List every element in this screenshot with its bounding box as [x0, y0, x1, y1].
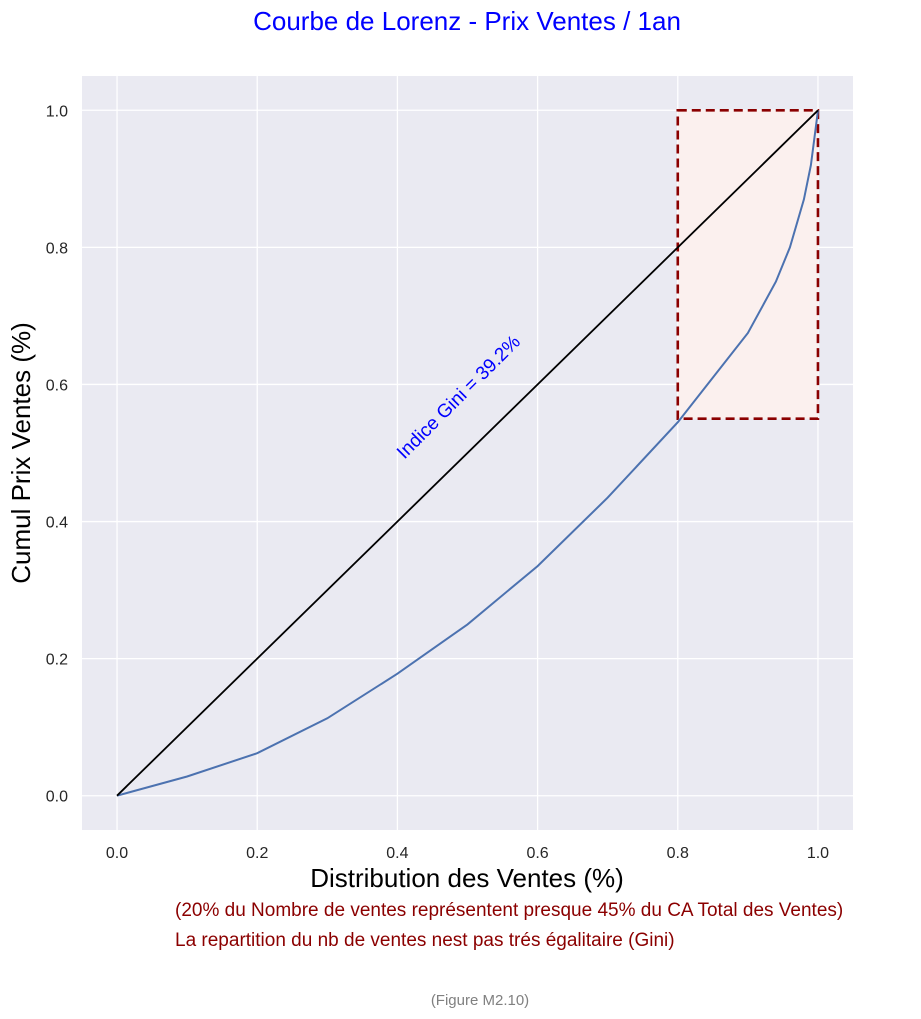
x-tick-label: 0.6: [526, 845, 548, 862]
lorenz-curve: [116, 110, 819, 797]
highlight-box: [676, 108, 820, 421]
x-axis-label: Distribution des Ventes (%): [310, 863, 624, 893]
y-axis-label: Cumul Prix Ventes (%): [6, 322, 36, 584]
x-tick-labels: 0.0 0.2 0.4 0.6 0.8 1.0: [106, 845, 829, 862]
x-tick-label: 0.2: [246, 845, 268, 862]
y-tick-label: 0.2: [46, 652, 68, 669]
x-tick-label: 1.0: [807, 845, 829, 862]
y-tick-label: 0.4: [46, 515, 68, 532]
note-line-2: La repartition du nb de ventes nest pas …: [175, 930, 675, 951]
y-tick-labels: 0.0 0.2 0.4 0.6 0.8 1.0: [46, 103, 68, 805]
x-tick-label: 0.8: [667, 845, 689, 862]
series-group: [116, 109, 819, 797]
y-tick-label: 0.6: [46, 377, 68, 394]
y-tick-label: 0.8: [46, 240, 68, 257]
x-tick-label: 0.0: [106, 845, 128, 862]
figure-label: (Figure M2.10): [431, 992, 529, 1009]
note-line-1: (20% du Nombre de ventes représentent pr…: [175, 900, 843, 921]
equality-line: [116, 109, 819, 797]
chart-title: Courbe de Lorenz - Prix Ventes / 1an: [253, 6, 681, 36]
y-tick-label: 0.0: [46, 789, 68, 806]
x-tick-label: 0.4: [386, 845, 408, 862]
y-tick-label: 1.0: [46, 103, 68, 120]
